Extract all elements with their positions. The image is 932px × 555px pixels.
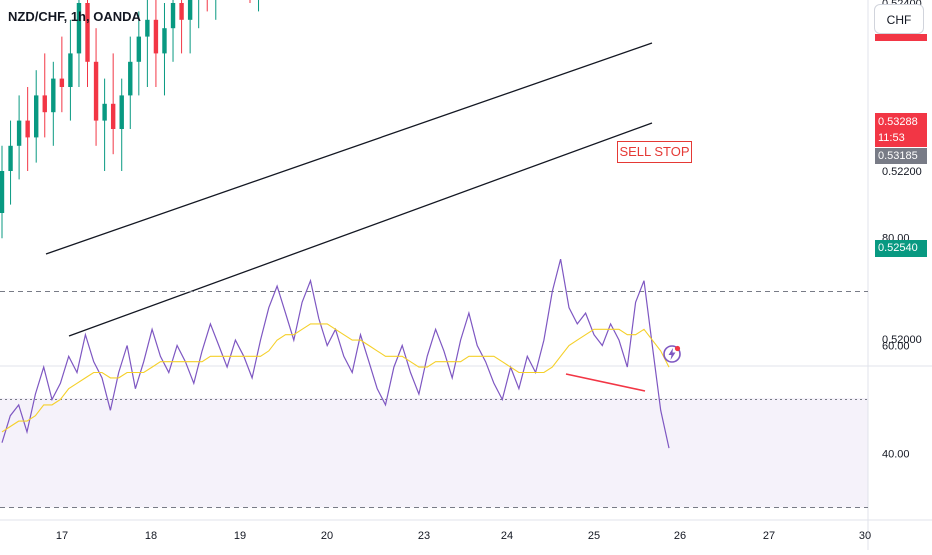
time-tick-label: 18 [145,530,157,542]
time-tick-label: 24 [501,530,513,542]
countdown-timer: 11:53 [878,132,905,144]
current-price-tag: 0.53288 11:53 [875,113,927,147]
candle-body [8,145,13,171]
candle-body [25,120,30,138]
price-tick-label: 0.52200 [882,166,922,178]
stop-price-tag [875,34,927,41]
rsi-tick-label: 40.00 [882,449,910,461]
candle-body [76,3,82,54]
channel-lower-line [68,122,653,337]
candle-body [179,3,184,20]
rsi-ma-line [1,323,670,433]
candle-body [42,95,47,113]
target-price-tag: 0.52540 [875,240,927,257]
sell-stop-label: SELL STOP [617,141,692,163]
rsi-band [0,398,868,508]
candle-body [162,28,167,54]
channel-upper-line [45,42,653,255]
time-tick-label: 17 [56,530,68,542]
candle-body [0,171,5,213]
time-tick-label: 30 [859,530,871,542]
candle-body [136,36,142,62]
time-tick-label: 19 [234,530,246,542]
candle-body [93,61,99,121]
currency-button[interactable]: CHF [874,4,924,34]
time-tick-label: 25 [588,530,600,542]
divergence-line [565,373,646,392]
time-tick-label: 27 [763,530,775,542]
time-tick-label: 20 [321,530,333,542]
symbol-title[interactable]: NZD/CHF, 1h, OANDA [8,9,141,24]
time-tick-label: 23 [418,530,430,542]
candle-body [85,3,90,62]
time-tick-label: 26 [674,530,686,542]
lightning-alert-icon[interactable] [662,344,682,364]
candle-body [153,19,159,54]
candle-body [102,103,107,121]
candle-body [59,78,65,87]
candle-body [145,19,150,37]
candle-body [119,95,124,129]
candle-body [34,95,39,138]
candle-body [170,3,176,29]
candle-body [187,0,193,20]
current-price-value: 0.53288 [878,116,918,128]
entry-price-tag: 0.53185 [875,148,927,164]
candle-body [16,120,22,146]
candle-body [51,78,56,113]
candle-body [110,103,116,129]
rsi-tick-label: 60.00 [882,341,910,353]
candle-body [68,53,73,87]
price-tick-label: 0.52000 [882,334,922,346]
candle-body [128,61,133,96]
